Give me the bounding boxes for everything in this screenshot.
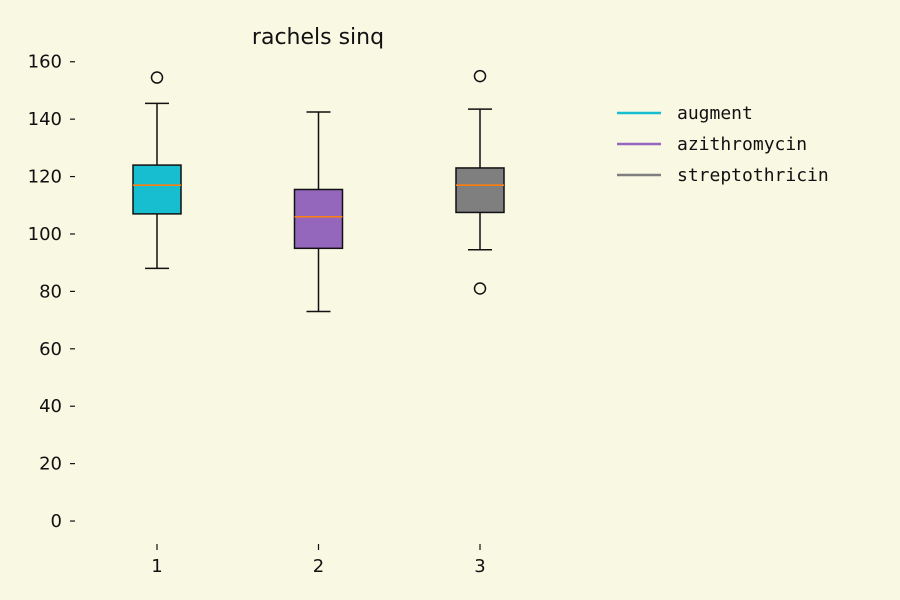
legend-label: augment bbox=[677, 103, 753, 124]
box-streptothricin bbox=[455, 69, 505, 295]
y-tick-label: 60 bbox=[39, 339, 62, 360]
y-tick-label: 80 bbox=[39, 281, 62, 302]
boxes bbox=[132, 69, 505, 313]
y-axis: 0 20 40 60 80 100 120 140 160 bbox=[28, 52, 75, 532]
x-tick-label: 3 bbox=[474, 556, 485, 577]
chart-title: rachels sinq bbox=[252, 25, 384, 50]
y-tick-label: 120 bbox=[28, 167, 62, 188]
y-tick-label: 140 bbox=[28, 109, 62, 130]
legend: augment azithromycin streptothricin bbox=[617, 103, 829, 186]
outlier-point bbox=[473, 282, 487, 295]
outlier-point bbox=[473, 69, 487, 83]
box-azithromycin bbox=[293, 111, 344, 313]
box-augment bbox=[132, 71, 182, 270]
legend-label: azithromycin bbox=[677, 134, 807, 155]
box-iqr bbox=[132, 164, 182, 215]
x-tick-label: 2 bbox=[313, 556, 324, 577]
box-iqr bbox=[455, 167, 505, 214]
y-tick-label: 100 bbox=[28, 224, 62, 245]
y-tick-label: 0 bbox=[51, 511, 62, 532]
outlier-point bbox=[150, 71, 164, 84]
x-axis: 1 2 3 bbox=[151, 544, 486, 577]
legend-label: streptothricin bbox=[677, 165, 829, 186]
y-tick-label: 160 bbox=[28, 52, 62, 73]
x-tick-label: 1 bbox=[151, 556, 162, 577]
y-tick-label: 40 bbox=[39, 396, 62, 417]
y-tick-label: 20 bbox=[39, 454, 62, 475]
box-iqr bbox=[293, 188, 344, 250]
